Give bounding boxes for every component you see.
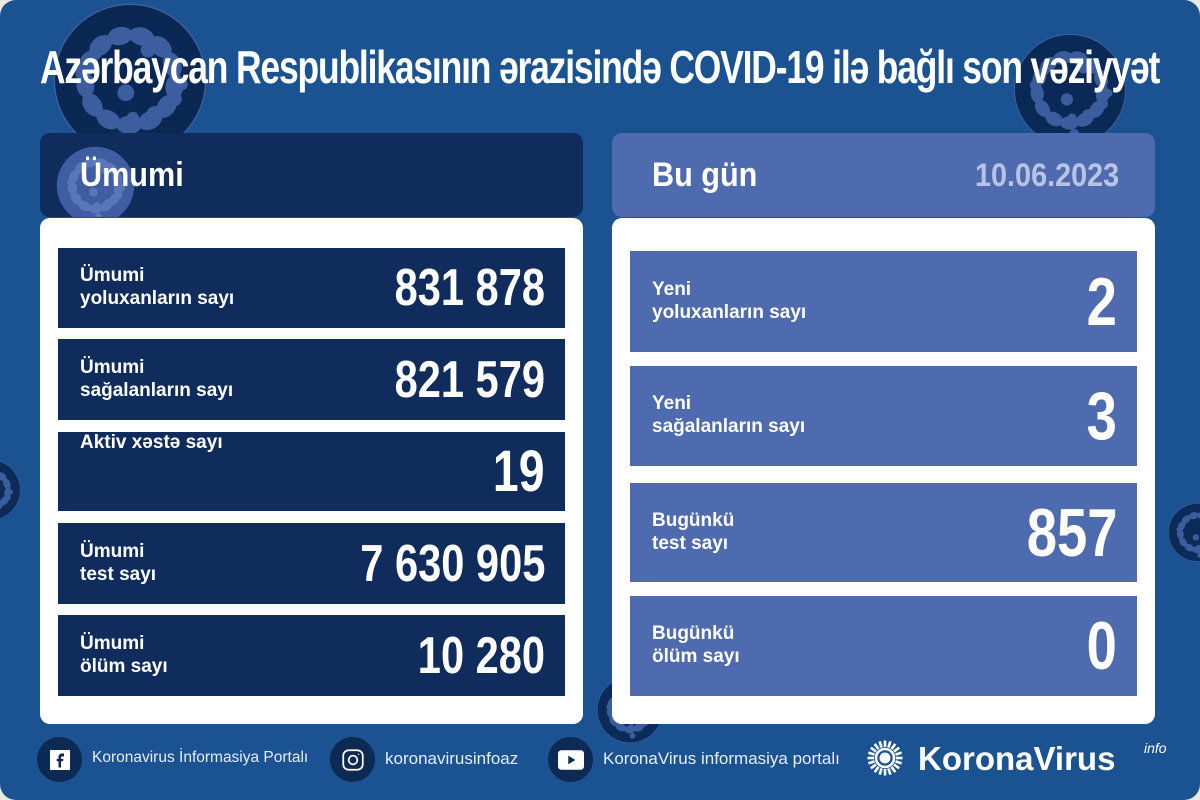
svg-text:KoronaVirus: KoronaVirus	[918, 740, 1115, 777]
svg-text:info: info	[1144, 740, 1167, 756]
